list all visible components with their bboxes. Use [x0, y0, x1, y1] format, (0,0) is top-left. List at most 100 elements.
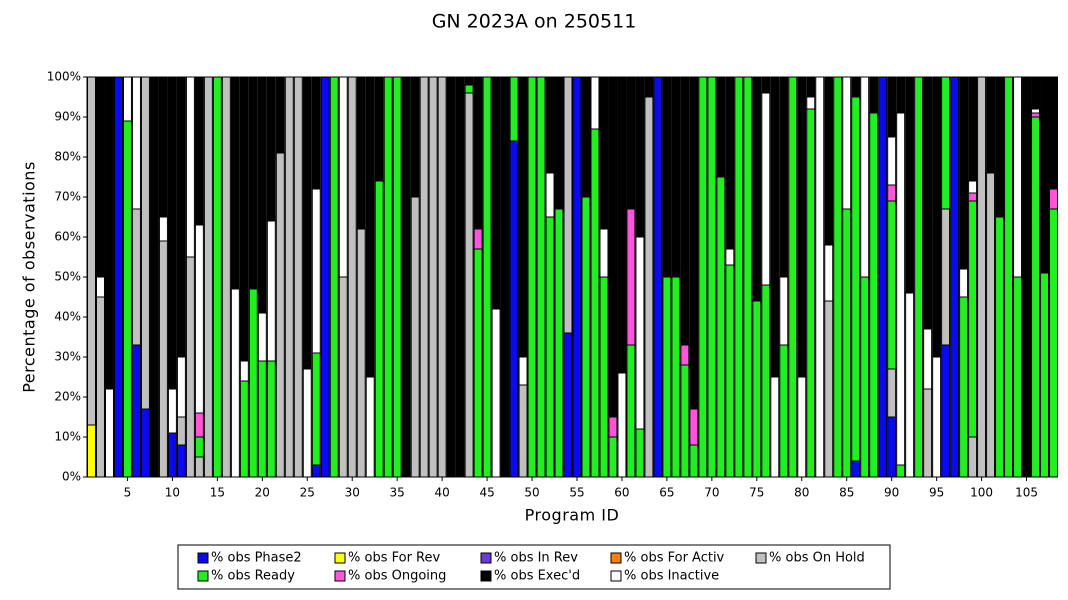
bar-segment	[1049, 188, 1059, 210]
y-tick-label: 80%	[54, 150, 81, 164]
bar-segment	[887, 368, 897, 418]
bar-segment	[1040, 76, 1050, 274]
bar-segment	[959, 296, 969, 478]
bar-segment	[824, 244, 834, 302]
y-tick-label: 60%	[54, 230, 81, 244]
bar-segment	[338, 76, 348, 278]
bar-segment	[87, 424, 96, 478]
bar-segment	[608, 436, 618, 478]
bar-segment	[1031, 112, 1041, 118]
bar-segment	[392, 76, 402, 478]
bar-segment	[806, 96, 816, 110]
bar-segment	[599, 276, 609, 478]
bar-segment	[824, 300, 834, 478]
bar-segment	[122, 120, 132, 478]
x-tick-label: 55	[569, 486, 584, 500]
bar-segment	[977, 76, 987, 478]
bar-segment	[500, 76, 510, 478]
bar-segment	[158, 76, 168, 218]
x-tick-label: 65	[659, 486, 674, 500]
bar-segment	[410, 196, 420, 478]
bar-segment	[464, 92, 474, 478]
bar-segment	[230, 288, 240, 478]
bar-segment	[968, 180, 978, 194]
y-tick-label: 70%	[54, 190, 81, 204]
legend-swatch	[197, 552, 209, 564]
bar-segment	[590, 128, 600, 478]
bar-segment	[806, 108, 816, 478]
bar-segment	[140, 76, 150, 410]
x-tick-label: 95	[929, 486, 944, 500]
legend-label: % obs On Hold	[769, 551, 865, 566]
bar-segment	[689, 444, 699, 478]
bar-segment	[842, 208, 852, 478]
bar-segment	[131, 344, 141, 478]
bar-segment	[1013, 276, 1023, 478]
y-tick-label: 10%	[54, 430, 81, 444]
bar-segment	[104, 388, 114, 478]
bar-segment	[716, 176, 726, 478]
bar-segment	[311, 352, 321, 466]
y-tick-label: 90%	[54, 110, 81, 124]
bar-segment	[347, 76, 357, 478]
bar-segment	[887, 184, 897, 202]
bar-segment	[1031, 108, 1041, 114]
bar-segment	[491, 76, 501, 310]
bar-segment	[887, 200, 897, 370]
bar-segment	[671, 76, 681, 278]
bar-segment	[239, 360, 249, 382]
bar-segment	[293, 76, 303, 478]
bar-segment	[680, 76, 690, 346]
x-tick-label: 15	[210, 486, 225, 500]
bar-segment	[167, 76, 177, 390]
bar-segment	[509, 140, 519, 478]
legend-swatch	[197, 570, 209, 582]
bar-segment	[842, 76, 852, 210]
legend-label: % obs In Rev	[494, 551, 578, 566]
bar-segment	[518, 384, 528, 478]
bar-segment	[536, 76, 546, 478]
bar-segment	[239, 380, 249, 478]
x-tick-label: 10	[165, 486, 180, 500]
bar-segment	[689, 76, 699, 410]
bar-segment	[896, 76, 906, 114]
bar-segment	[995, 216, 1005, 478]
bar-segment	[968, 76, 978, 182]
bar-segment	[779, 76, 789, 278]
bar-segment	[365, 376, 375, 478]
bar-segment	[176, 444, 186, 478]
bar-segment	[851, 460, 861, 478]
bar-segment	[968, 436, 978, 478]
bar-segment	[941, 208, 951, 346]
y-tick-label: 40%	[54, 310, 81, 324]
bar-segment	[473, 248, 483, 478]
bar-segment	[545, 76, 555, 174]
bar-segment	[626, 76, 636, 210]
bar-segment	[680, 344, 690, 366]
bar-segment	[491, 308, 501, 478]
bar-segment	[275, 76, 285, 154]
x-tick-label: 85	[839, 486, 854, 500]
bar-segment	[1040, 272, 1050, 478]
legend-label: % obs Phase2	[211, 551, 302, 566]
bar-segment	[320, 76, 330, 478]
bar-segment	[545, 172, 555, 218]
bar-segment	[473, 228, 483, 250]
bar-segment	[761, 92, 771, 286]
x-tick-label: 20	[255, 486, 270, 500]
bar-segment	[356, 76, 366, 230]
bar-segment	[87, 76, 96, 426]
bar-segment	[365, 76, 375, 378]
bar-segment	[248, 288, 258, 478]
bar-segment	[869, 76, 879, 114]
bar-segment	[329, 76, 339, 478]
bar-segment	[1031, 116, 1041, 478]
bar-segment	[194, 224, 204, 414]
x-tick-label: 70	[704, 486, 719, 500]
bar-segment	[248, 76, 258, 290]
bar-segment	[149, 76, 159, 478]
bar-segment	[743, 76, 753, 478]
bar-segment	[725, 76, 735, 250]
bar-segment	[203, 76, 213, 478]
bar-segment	[131, 76, 141, 210]
